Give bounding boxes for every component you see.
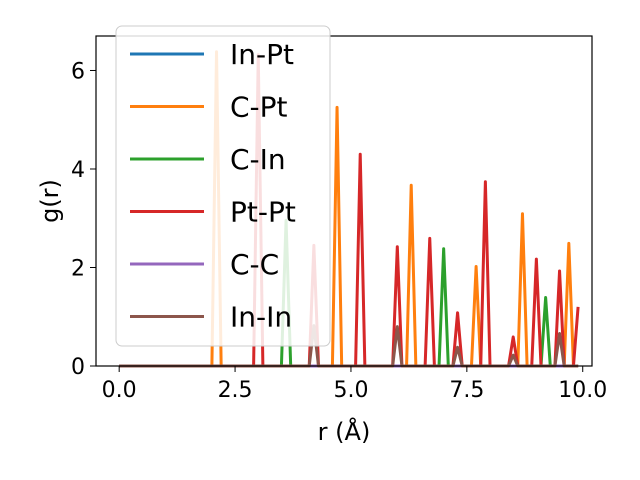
y-tick-label: 6 — [71, 59, 85, 84]
plot-frame — [95, 35, 593, 367]
legend-label-c-pt: C-Pt — [230, 91, 288, 124]
legend-label-in-pt: In-Pt — [230, 38, 294, 71]
x-tick-label: 2.5 — [218, 378, 253, 403]
legend-label-in-in: In-In — [230, 301, 292, 334]
legend-label-c-c: C-C — [230, 248, 279, 281]
axis-ticks: 0.0 2.5 5.0 7.5 10.0 0 2 4 6 — [71, 59, 607, 403]
x-tick-label: 10.0 — [558, 378, 607, 403]
y-tick-label: 0 — [71, 355, 85, 380]
y-tick-label: 4 — [71, 158, 85, 183]
legend-label-pt-pt: Pt-Pt — [230, 196, 296, 229]
series-line-in-in — [119, 324, 579, 368]
x-tick-label: 7.5 — [449, 378, 484, 403]
legend-label-c-in: C-In — [230, 143, 286, 176]
y-axis-label: g(r) — [36, 179, 64, 223]
x-tick-label: 5.0 — [333, 378, 368, 403]
legend-box — [115, 25, 331, 347]
y-tick-label: 2 — [71, 256, 85, 281]
legend: In-Pt C-Pt C-In Pt-Pt C-C In-In — [115, 25, 331, 347]
x-axis-label: r (Å) — [318, 417, 371, 446]
x-tick-label: 0.0 — [102, 378, 137, 403]
